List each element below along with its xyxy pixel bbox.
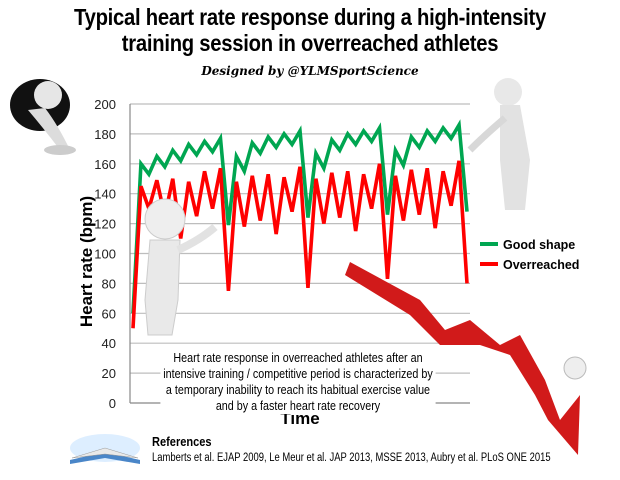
book-icon <box>70 434 140 464</box>
sitting-figure-illustration <box>10 79 76 155</box>
falling-arrow-illustration <box>345 262 587 455</box>
legend-label: Good shape <box>503 238 575 252</box>
pointing-figure-left-illustration <box>144 198 218 336</box>
pointing-figure-right-illustration <box>467 78 530 210</box>
title-line-1: Typical heart rate response during a hig… <box>73 4 547 30</box>
y-tick-label: 100 <box>94 247 116 262</box>
y-tick-label: 200 <box>94 97 116 112</box>
references-heading: References <box>152 434 212 449</box>
y-tick-label: 120 <box>94 217 116 232</box>
y-tick-label: 140 <box>94 187 116 202</box>
y-tick-label: 160 <box>94 157 116 172</box>
y-tick-label: 40 <box>102 336 116 351</box>
subtitle: Designed by @YLMSportScience <box>201 64 419 78</box>
y-tick-label: 0 <box>109 396 116 411</box>
y-tick-label: 20 <box>102 366 116 381</box>
annotation-note: Heart rate response in overreached athle… <box>160 350 436 414</box>
legend-label: Overreached <box>503 258 579 272</box>
y-tick-label: 180 <box>94 127 116 142</box>
references-text: Lamberts et al. EJAP 2009, Le Meur et al… <box>152 452 551 464</box>
y-axis-label: Heart rate (bpm) <box>77 196 96 327</box>
y-tick-label: 80 <box>102 276 116 291</box>
title-line-2: training session in overreached athletes <box>121 30 499 56</box>
y-tick-label: 60 <box>102 306 116 321</box>
chart-title: Typical heart rate response during a hig… <box>37 4 583 56</box>
